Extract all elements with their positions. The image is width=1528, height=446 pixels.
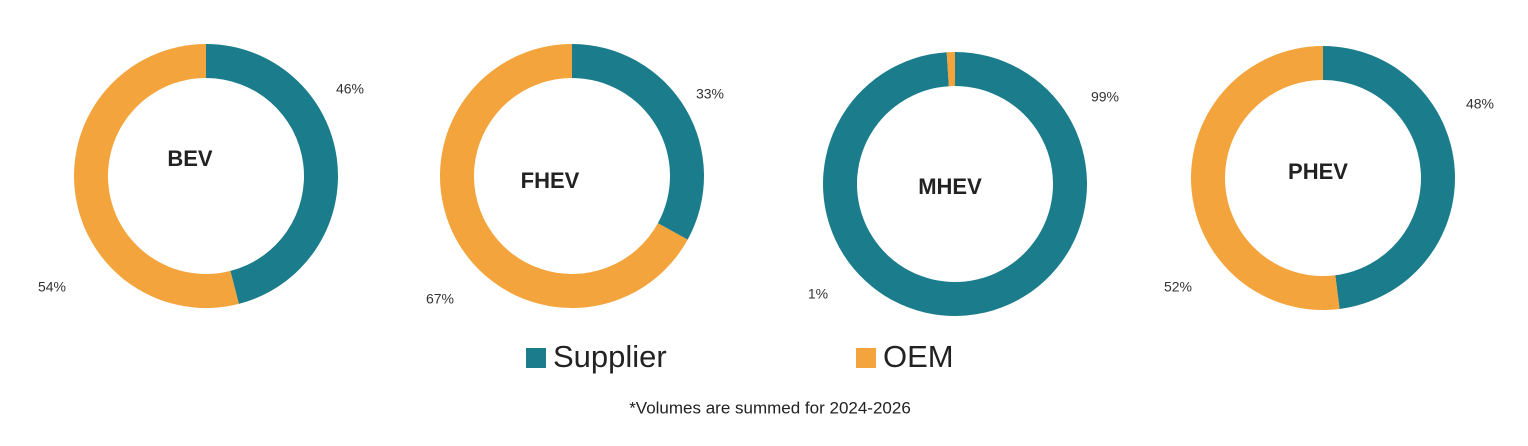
value-label: 46% (336, 81, 364, 97)
donut-segment (1323, 46, 1455, 309)
legend-swatch (526, 348, 546, 368)
legend-label: Supplier (553, 339, 667, 374)
donut-title: PHEV (1288, 159, 1348, 184)
value-label: 1% (808, 286, 828, 302)
footnote: *Volumes are summed for 2024-2026 (629, 398, 911, 417)
donut-title: FHEV (521, 168, 580, 193)
donut-segment (572, 44, 705, 240)
donut-title: MHEV (918, 174, 982, 199)
legend-label: OEM (883, 339, 954, 374)
value-label: 48% (1466, 96, 1494, 112)
donut-segment (206, 44, 338, 304)
donut-segment (73, 44, 239, 308)
legend-swatch (856, 348, 876, 368)
value-label: 54% (38, 279, 66, 295)
value-label: 33% (696, 86, 724, 102)
value-label: 52% (1164, 279, 1192, 295)
donut-segment (946, 52, 955, 87)
donut-segment (1190, 46, 1340, 310)
value-label: 67% (426, 291, 454, 307)
value-label: 99% (1091, 89, 1119, 105)
donut-title: BEV (167, 146, 213, 171)
